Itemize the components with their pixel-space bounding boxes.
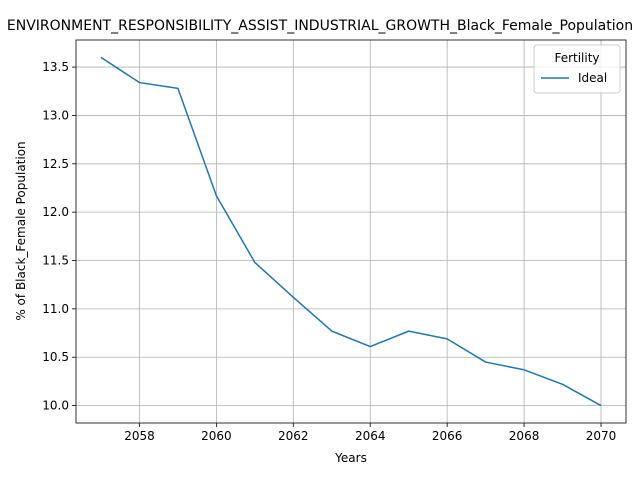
x-tick-label: 2070 <box>586 429 617 443</box>
x-tick-label: 2060 <box>201 429 232 443</box>
chart-title: ENVIRONMENT_RESPONSIBILITY_ASSIST_INDUST… <box>7 18 633 34</box>
x-tick-label: 2066 <box>432 429 463 443</box>
y-tick-label: 10.5 <box>42 350 69 364</box>
y-tick-label: 11.0 <box>42 302 69 316</box>
y-tick-label: 12.5 <box>42 157 69 171</box>
y-tick-label: 11.5 <box>42 254 69 268</box>
y-tick-label: 13.5 <box>42 60 69 74</box>
y-axis: 10.0 10.5 11.0 11.5 12.0 12.5 13.0 13.5 <box>42 60 76 413</box>
legend-label-ideal: Ideal <box>578 71 607 85</box>
x-tick-label: 2068 <box>509 429 540 443</box>
x-tick-label: 2058 <box>124 429 155 443</box>
plot-frame <box>75 39 627 424</box>
legend-title: Fertility <box>554 51 599 65</box>
y-axis-label: % of Black_Female Population <box>14 141 28 320</box>
series-line-ideal <box>100 56 602 407</box>
x-axis-label: Years <box>334 451 367 465</box>
x-tick-label: 2062 <box>278 429 309 443</box>
legend-box <box>533 44 621 94</box>
x-axis: 2058 2060 2062 2064 2066 2068 2070 <box>124 423 616 443</box>
legend: Fertility Ideal <box>533 44 621 94</box>
x-tick-label: 2064 <box>355 429 386 443</box>
y-tick-label: 13.0 <box>42 108 69 122</box>
y-tick-label: 12.0 <box>42 205 69 219</box>
y-tick-label: 10.0 <box>42 399 69 413</box>
series-layer <box>100 56 602 407</box>
grid <box>76 40 626 423</box>
